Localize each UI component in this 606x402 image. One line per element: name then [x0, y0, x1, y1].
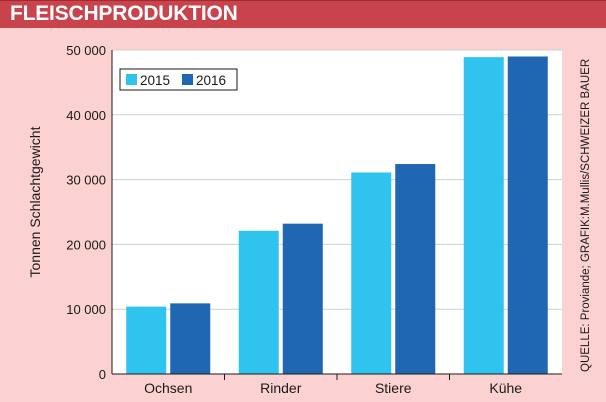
legend-label-2016: 2016: [196, 73, 226, 88]
legend: 2015 2016: [119, 68, 238, 91]
legend-label-2015: 2015: [140, 73, 170, 88]
header-bar: FLEISCHPRODUKTION: [0, 0, 606, 29]
category-label: Kühe: [489, 380, 522, 396]
bar-2016-rinder: [282, 223, 323, 374]
y-axis-title: Tonnen Schlachtgewicht: [27, 126, 43, 277]
y-tick-label: 20 000: [66, 237, 106, 252]
bar-2016-ochsen: [170, 303, 211, 374]
y-tick-labels: 0 10 000 20 000 30 000 40 000 50 000: [66, 43, 106, 382]
legend-swatch-2015: [126, 74, 137, 85]
y-tick-label: 40 000: [66, 108, 106, 123]
legend-box: [119, 68, 238, 91]
y-tick-label: 50 000: [66, 43, 106, 58]
y-tick-label: 30 000: [66, 173, 106, 188]
category-label: Rinder: [260, 380, 302, 396]
axes: [111, 50, 562, 380]
bar-2015-kühe: [463, 57, 504, 375]
bar-2016-kühe: [507, 56, 548, 374]
y-tick-label: 10 000: [66, 302, 106, 317]
category-labels: Ochsen Rinder Stiere Kühe: [144, 380, 522, 396]
y-tick-label: 0: [99, 367, 106, 382]
chart-title: FLEISCHPRODUKTION: [10, 2, 238, 25]
bar-2015-rinder: [238, 230, 279, 374]
legend-swatch-2016: [182, 74, 193, 85]
category-label: Ochsen: [144, 380, 192, 396]
bar-2015-stiere: [351, 172, 392, 374]
bars: [126, 56, 548, 375]
bar-2015-ochsen: [126, 306, 167, 374]
category-label: Stiere: [375, 380, 412, 396]
bar-2016-stiere: [395, 164, 436, 374]
